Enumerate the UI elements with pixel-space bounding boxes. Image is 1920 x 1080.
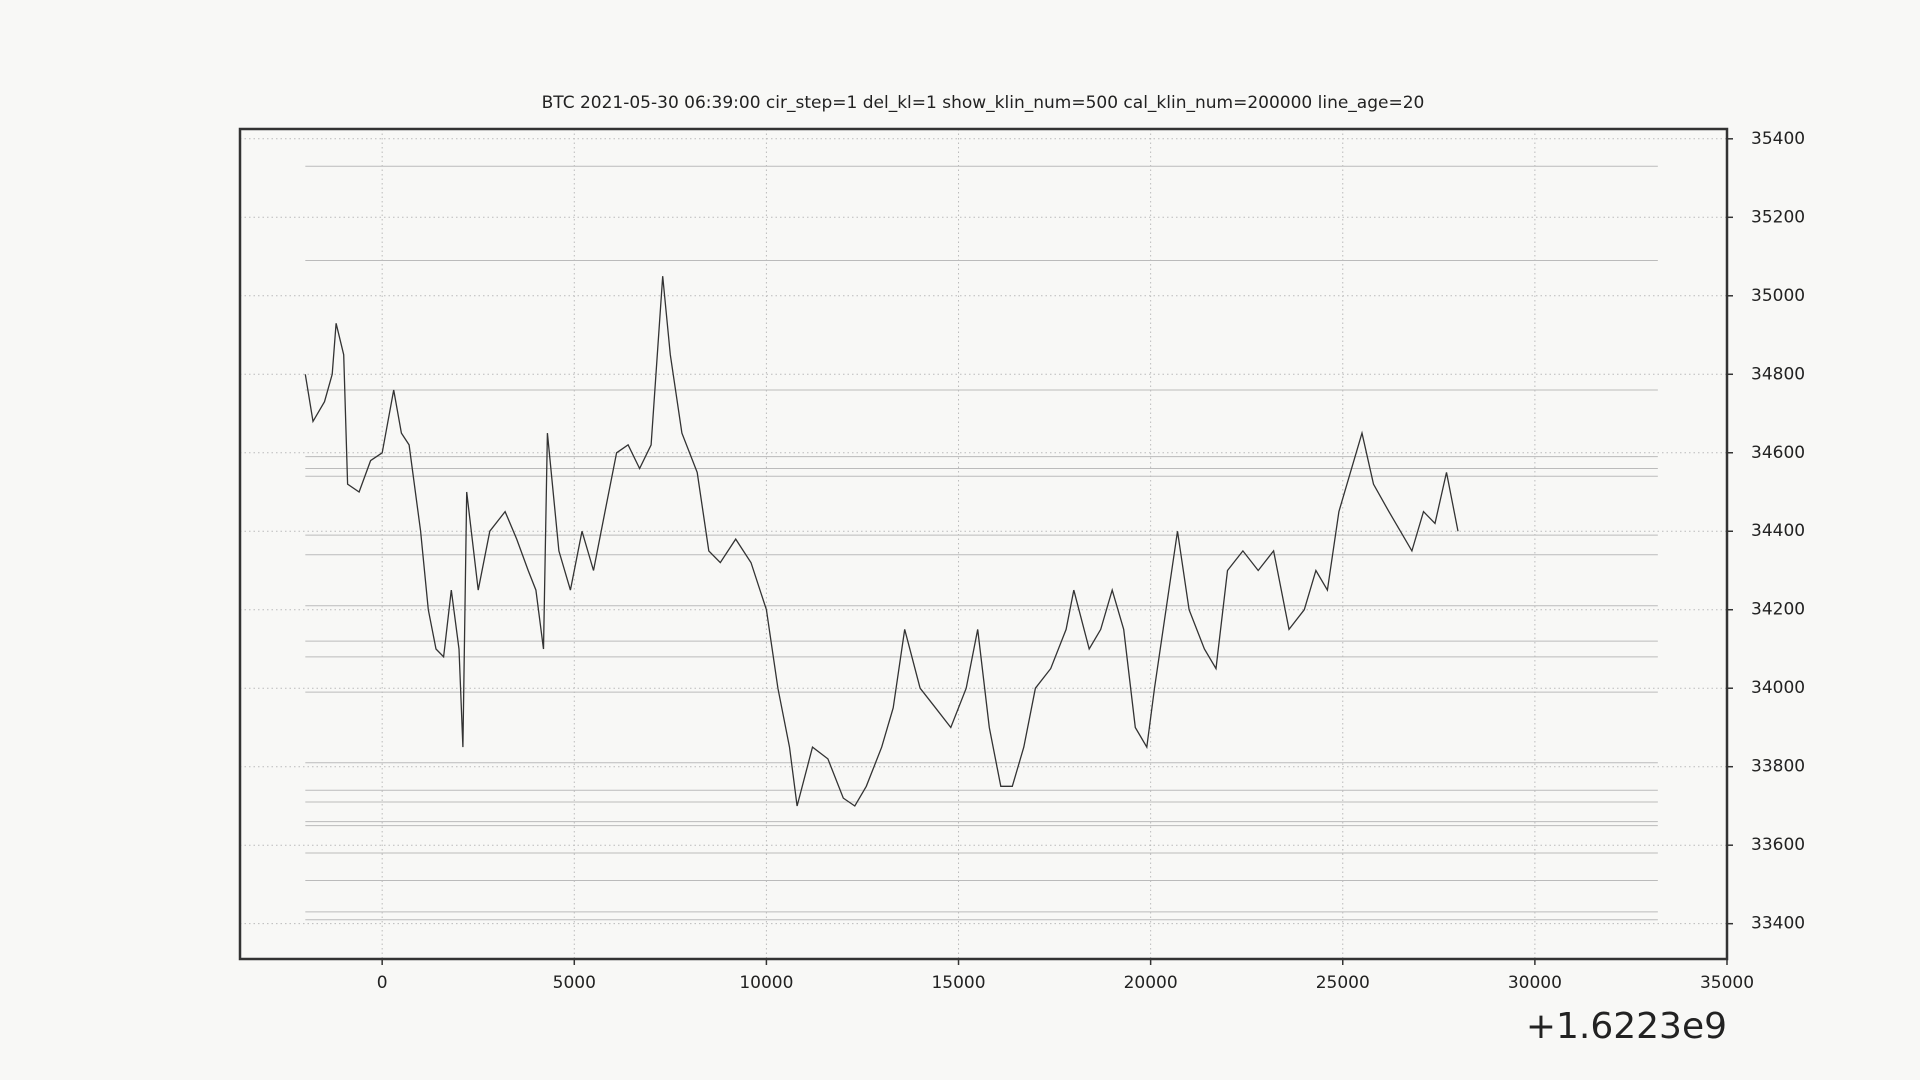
y-tick-label: 34600 [1751,443,1805,463]
x-tick-label: 20000 [1124,973,1178,993]
x-tick-label: 25000 [1316,973,1370,993]
x-tick-label: 30000 [1508,973,1562,993]
x-tick-label: 0 [377,973,388,993]
y-tick-label: 34800 [1751,364,1805,384]
x-tick-label: 15000 [931,973,985,993]
y-tick-label: 33400 [1751,914,1805,934]
y-tick-label: 34200 [1751,600,1805,620]
y-tick-label: 33800 [1751,757,1805,777]
x-tick-label: 5000 [553,973,596,993]
chart-title: BTC 2021-05-30 06:39:00 cir_step=1 del_k… [542,93,1425,113]
y-tick-label: 35200 [1751,207,1805,227]
price-line [304,276,1459,807]
y-tick-label: 34000 [1751,678,1805,698]
y-tick-label: 35400 [1751,129,1805,149]
x-tick-label: 35000 [1700,973,1754,993]
y-tick-label: 35000 [1751,286,1805,306]
plot-frame [238,127,1729,961]
x-tick-label: 10000 [739,973,793,993]
y-tick-label: 34400 [1751,521,1805,541]
x-offset-text: +1.6223e9 [1526,1006,1727,1047]
y-tick-label: 33600 [1751,835,1805,855]
